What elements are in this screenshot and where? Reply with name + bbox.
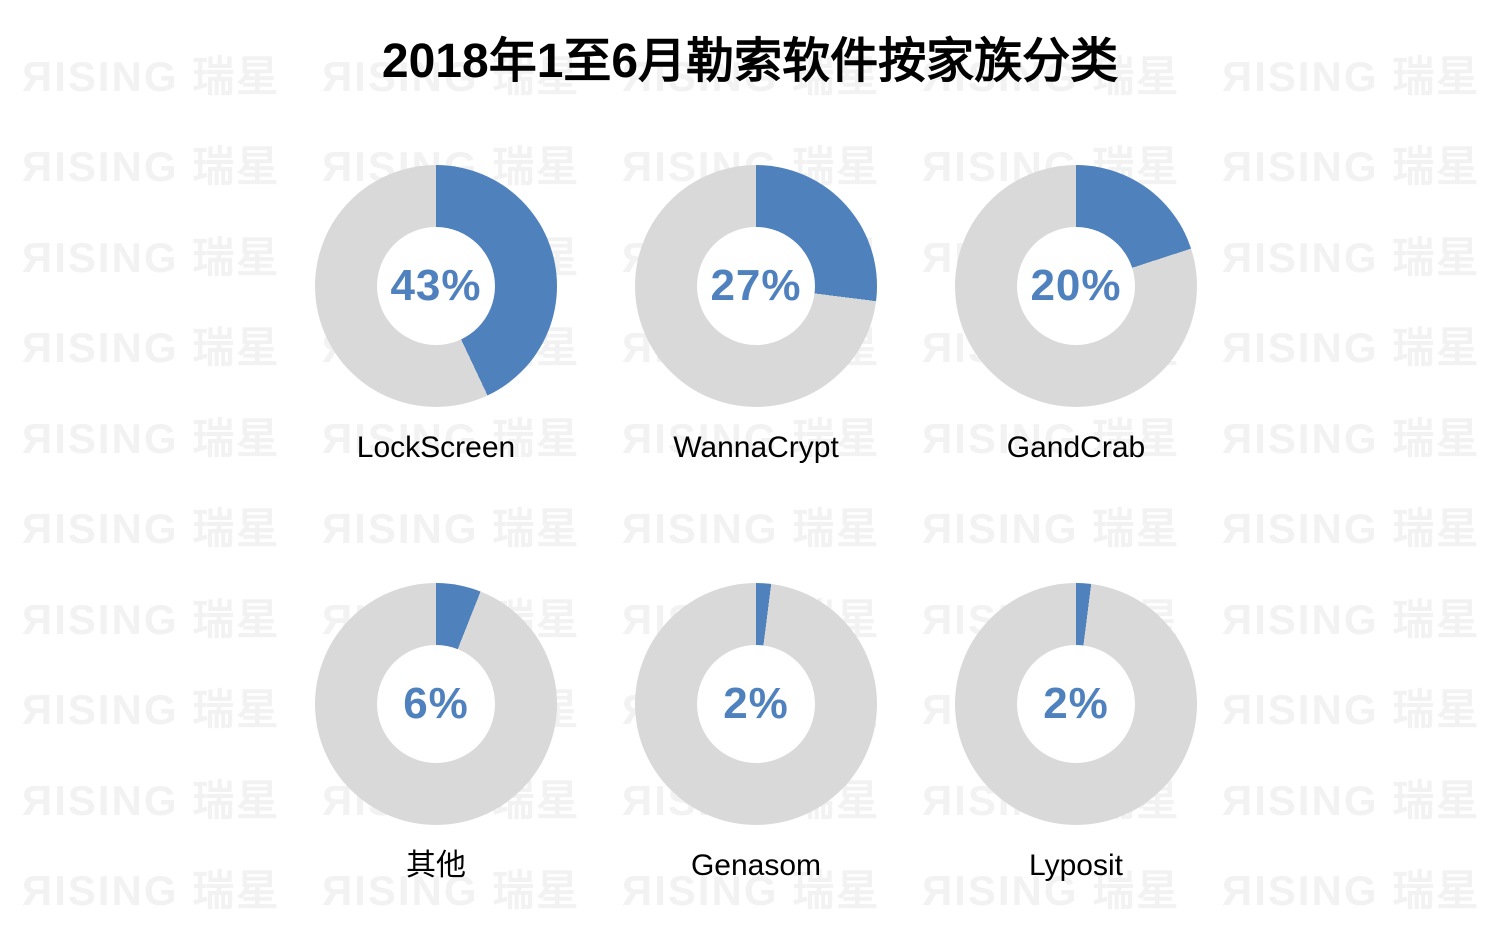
donut-hole: 43% xyxy=(377,227,495,345)
percent-value: 2% xyxy=(1043,679,1109,728)
donut-cell-gandcrab: 20% GandCrab xyxy=(916,165,1236,465)
watermark-tile: ЯISING 瑞星 xyxy=(1222,571,1500,662)
rising-brand-watermark: ЯISING 瑞星 xyxy=(22,867,281,915)
rising-brand-watermark: ЯISING 瑞星 xyxy=(1222,143,1481,191)
rising-brand-watermark: ЯISING 瑞星 xyxy=(1222,414,1481,462)
donut-label: GandCrab xyxy=(1006,431,1146,464)
watermark-tile: ЯISING 瑞星 xyxy=(1222,209,1500,300)
percent-value: 43% xyxy=(390,261,482,310)
donut-hole: 6% xyxy=(377,645,495,763)
watermark-tile: ЯISING 瑞星 xyxy=(1222,843,1500,934)
rising-brand-watermark: ЯISING 瑞星 xyxy=(1222,324,1481,372)
donut-label: WannaCrypt xyxy=(673,431,839,464)
watermark-tile: ЯISING 瑞星 xyxy=(1222,752,1500,843)
rising-brand-watermark: ЯISING 瑞星 xyxy=(1222,686,1481,734)
donut-cell-genasom: 2% Genasom xyxy=(596,583,916,883)
rising-brand-watermark: ЯISING 瑞星 xyxy=(22,143,281,191)
rising-brand-watermark: ЯISING 瑞星 xyxy=(22,595,281,643)
percent-value: 6% xyxy=(403,679,469,728)
donut-cell-wannacrypt: 27% WannaCrypt xyxy=(596,165,916,465)
rising-brand-watermark: ЯISING 瑞星 xyxy=(22,233,281,281)
donut-wannacrypt: 27% xyxy=(635,165,877,407)
rising-brand-watermark: ЯISING 瑞星 xyxy=(1222,505,1481,553)
rising-brand-watermark: ЯISING 瑞星 xyxy=(1222,233,1481,281)
rising-brand-watermark: ЯISING 瑞星 xyxy=(22,324,281,372)
rising-brand-watermark: ЯISING 瑞星 xyxy=(22,776,281,824)
donut-label: Lyposit xyxy=(1029,849,1123,882)
watermark-tile: ЯISING 瑞星 xyxy=(1222,300,1500,391)
donut-label: 其他 xyxy=(406,849,466,882)
watermark-tile: ЯISING 瑞星 xyxy=(1222,662,1500,753)
donut-hole: 20% xyxy=(1017,227,1135,345)
percent-value: 27% xyxy=(710,261,802,310)
donut-hole: 27% xyxy=(697,227,815,345)
donut-cell-lyposit: 2% Lyposit xyxy=(916,583,1236,883)
donut-label: LockScreen xyxy=(356,431,516,464)
rising-brand-watermark: ЯISING 瑞星 xyxy=(22,686,281,734)
donut-label: Genasom xyxy=(690,849,822,882)
donut-lyposit: 2% xyxy=(955,583,1197,825)
rising-brand-watermark: ЯISING 瑞星 xyxy=(22,505,281,553)
donut-genasom: 2% xyxy=(635,583,877,825)
donut-hole: 2% xyxy=(1017,645,1135,763)
donut-cell-lockscreen: 43% LockScreen xyxy=(276,165,596,465)
donut-gandcrab: 20% xyxy=(955,165,1197,407)
percent-value: 20% xyxy=(1030,261,1122,310)
donut-hole: 2% xyxy=(697,645,815,763)
watermark-tile: ЯISING 瑞星 xyxy=(1222,119,1500,210)
chart-title: 2018年1至6月勒索软件按家族分类 xyxy=(381,35,1119,88)
rising-brand-watermark: ЯISING 瑞星 xyxy=(1222,867,1481,915)
rising-brand-watermark: ЯISING 瑞星 xyxy=(1222,595,1481,643)
rising-brand-watermark: ЯISING 瑞星 xyxy=(22,414,281,462)
rising-brand-watermark: ЯISING 瑞星 xyxy=(1222,776,1481,824)
watermark-tile: ЯISING 瑞星 xyxy=(1222,481,1500,572)
watermark-tile: ЯISING 瑞星 xyxy=(1222,390,1500,481)
percent-value: 2% xyxy=(723,679,789,728)
donut-lockscreen: 43% xyxy=(315,165,557,407)
donut-others: 6% xyxy=(315,583,557,825)
donut-cell-others: 6% 其他 xyxy=(276,583,596,883)
donut-grid: 43% LockScreen 27% WannaCrypt 20% GandCr… xyxy=(276,165,1236,883)
